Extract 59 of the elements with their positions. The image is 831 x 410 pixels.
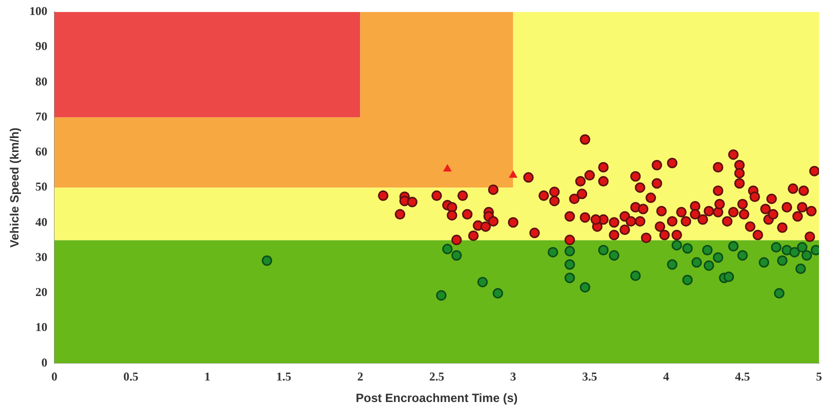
point (758, 257, 770, 268)
x-tick-label: 0 (51, 369, 58, 384)
y-tick-label: 0 (41, 355, 48, 370)
y-tick-label: 100 (29, 4, 48, 18)
x-tick-label: 5 (816, 369, 822, 384)
point (608, 250, 620, 261)
point (492, 288, 504, 299)
y-tick-label: 80 (35, 74, 48, 88)
point (728, 241, 739, 252)
point (548, 246, 558, 258)
y-tick-label: 70 (35, 109, 48, 124)
y-tick-label: 30 (35, 250, 48, 264)
point (443, 164, 452, 172)
y-tick-label: 90 (35, 39, 48, 54)
point (774, 288, 784, 299)
x-tick-label: 2.5 (429, 369, 444, 384)
point (666, 259, 678, 270)
x-tick-label: 1.5 (276, 369, 292, 384)
point (630, 270, 641, 281)
point (802, 250, 812, 261)
point (777, 255, 788, 266)
point (737, 250, 748, 261)
point (770, 242, 782, 253)
x-tick-label: 2 (357, 369, 364, 384)
point (682, 274, 693, 286)
x-tick-label: 1 (204, 369, 210, 384)
point (451, 250, 462, 261)
point (436, 290, 447, 301)
point (442, 244, 453, 254)
y-tick-label: 60 (35, 144, 48, 159)
point (724, 272, 734, 282)
point (508, 170, 518, 178)
x-tick-label: 4 (663, 369, 670, 384)
point (477, 276, 488, 288)
point (796, 242, 808, 253)
x-tick-label: 0.5 (123, 369, 138, 384)
point (795, 263, 806, 274)
point (564, 246, 575, 256)
point (598, 244, 609, 256)
x-tick-label: 4.5 (735, 369, 750, 384)
point (672, 240, 682, 250)
point (712, 252, 724, 263)
y-tick-label: 40 (35, 214, 48, 229)
point (682, 243, 693, 254)
y-axis-title: Vehicle Speed (km/h) (8, 128, 22, 248)
point (564, 259, 575, 270)
point (564, 272, 575, 284)
y-tick-label: 50 (35, 180, 48, 194)
y-tick-label: 10 (35, 320, 48, 334)
point (580, 282, 590, 293)
point (702, 244, 713, 256)
point (691, 257, 702, 268)
point (789, 246, 800, 258)
y-tick-label: 20 (35, 285, 48, 300)
x-axis-title: Post Encroachment Time (s) (356, 391, 518, 406)
x-tick-label: 3 (510, 369, 516, 384)
point (704, 260, 714, 271)
x-tick-label: 3.5 (582, 369, 598, 384)
point (262, 255, 272, 266)
